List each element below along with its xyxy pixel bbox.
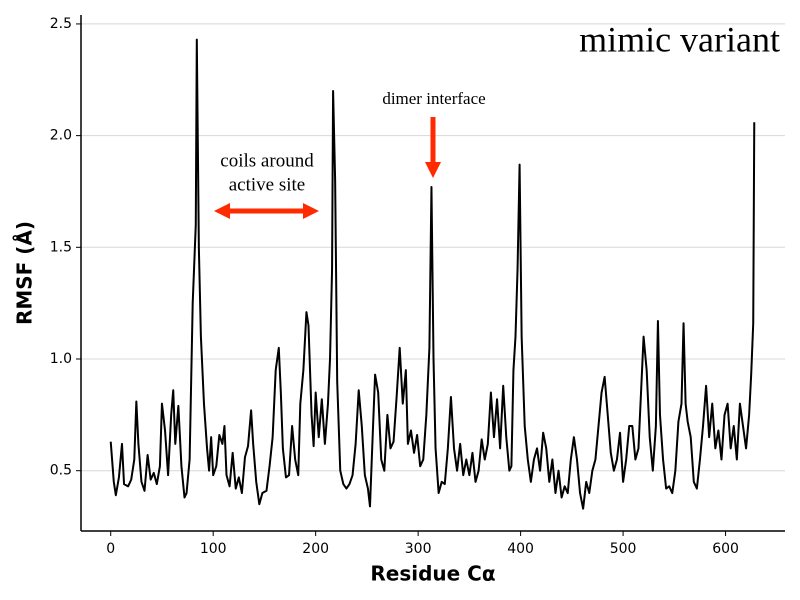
x-axis-label: Residue Cα: [370, 562, 495, 586]
x-tick-label: 400: [507, 541, 534, 557]
annotation-text: active site: [229, 174, 306, 195]
x-tick-label: 300: [405, 541, 432, 557]
data-line: [109, 38, 756, 510]
annotation-text: coils around: [220, 150, 314, 171]
y-axis-label: RMSF (Å): [13, 221, 37, 325]
annotation-text: dimer interface: [382, 89, 485, 108]
x-tick-label: 500: [610, 541, 637, 557]
x-tick-label: 600: [712, 541, 739, 557]
x-tick-label: 100: [200, 541, 227, 557]
y-tick-label: 1.5: [50, 239, 72, 255]
x-tick-label: 0: [106, 541, 115, 557]
y-tick-label: 2.5: [50, 16, 72, 32]
y-tick-label: 2.0: [50, 128, 72, 144]
y-tick-label: 0.5: [50, 463, 72, 479]
x-tick-label: 200: [302, 541, 329, 557]
y-tick-label: 1.0: [50, 351, 72, 367]
plot-area: [109, 38, 756, 510]
chart-title: mimic variant: [579, 19, 780, 59]
